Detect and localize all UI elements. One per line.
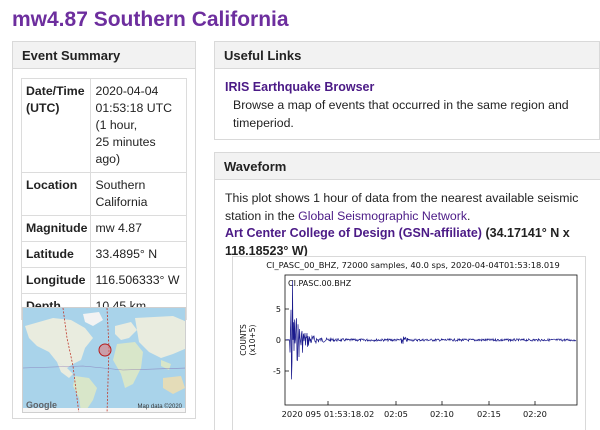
summary-value-line: mw 4.87 bbox=[95, 221, 142, 235]
summary-value-line: 25 minutes ago) bbox=[95, 135, 156, 166]
plot-header: CI_PASC_00_BHZ, 72000 samples, 40.0 sps,… bbox=[266, 260, 559, 270]
summary-row: Date/Time (UTC) 2020-04-04 01:53:18 UTC (1 … bbox=[20, 78, 187, 173]
summary-key: Location bbox=[20, 172, 92, 216]
event-location-map[interactable]: Google Map data ©2020 bbox=[22, 307, 186, 413]
y-tick-label: 5 bbox=[276, 305, 281, 314]
google-logo: Google bbox=[26, 400, 57, 410]
station-info: Art Center College of Design (GSN-affili… bbox=[225, 224, 593, 260]
waveform-heading: Waveform bbox=[215, 153, 600, 180]
summary-value-line: Southern bbox=[95, 178, 146, 192]
summary-value: mw 4.87 bbox=[90, 215, 187, 242]
summary-value-line: California bbox=[95, 195, 148, 209]
summary-value: 33.4895° N bbox=[90, 241, 187, 268]
summary-row: Magnitude mw 4.87 bbox=[20, 215, 187, 242]
waveform-text-before: This plot shows 1 hour of data from the … bbox=[225, 191, 579, 223]
useful-links-panel: Useful Links IRIS Earthquake Browser Bro… bbox=[214, 41, 600, 140]
station-coords: (34.17141° N x 118.18523° W) bbox=[225, 226, 570, 258]
summary-value: Southern California bbox=[90, 172, 187, 216]
summary-value-line: 2020-04-04 bbox=[95, 84, 159, 98]
iris-link-description: Browse a map of events that occurred in … bbox=[233, 98, 569, 130]
waveform-panel: Waveform This plot shows 1 hour of data … bbox=[214, 152, 600, 430]
page-title: mw4.87 Southern California bbox=[12, 8, 289, 31]
event-summary-panel: Event Summary Date/Time (UTC) 2020-04-04 0… bbox=[12, 41, 196, 419]
map-attribution: Map data ©2020 bbox=[137, 404, 182, 410]
summary-value: 2020-04-04 01:53:18 UTC (1 hour, 25 minutes… bbox=[90, 78, 187, 173]
summary-key: Magnitude bbox=[20, 215, 92, 242]
seismogram-plot: CI_PASC_00_BHZ, 72000 samples, 40.0 sps,… bbox=[232, 256, 586, 430]
x-tick-label: 02:20 bbox=[523, 409, 547, 419]
waveform-description: This plot shows 1 hour of data from the … bbox=[225, 189, 593, 225]
summary-key: Longitude bbox=[20, 267, 92, 294]
iris-earthquake-browser-link[interactable]: IRIS Earthquake Browser bbox=[225, 80, 375, 94]
x-tick-label: 2020 095 01:53:18.02 bbox=[282, 409, 375, 419]
summary-value-line: 33.4895° N bbox=[95, 247, 158, 261]
world-map-graphic bbox=[23, 308, 185, 412]
plot-channel-label: CI.PASC.00.BHZ bbox=[288, 279, 352, 288]
y-tick-label: -5 bbox=[273, 367, 281, 376]
x-tick-label: 02:10 bbox=[430, 409, 454, 419]
gsn-link[interactable]: Global Seismographic Network bbox=[298, 209, 467, 223]
summary-row: Latitude 33.4895° N bbox=[20, 241, 187, 268]
summary-row: Location Southern California bbox=[20, 172, 187, 216]
seismogram-trace bbox=[285, 280, 577, 380]
plot-ylabel: COUNTS(x10+5) bbox=[239, 324, 257, 356]
summary-row: Longitude 116.506333° W bbox=[20, 267, 187, 294]
summary-value-line: (1 hour, bbox=[95, 118, 138, 132]
event-summary-table: Date/Time (UTC) 2020-04-04 01:53:18 UTC (1 … bbox=[20, 78, 187, 320]
y-tick-label: 0 bbox=[276, 336, 281, 345]
seismogram-svg: CI_PASC_00_BHZ, 72000 samples, 40.0 sps,… bbox=[239, 260, 578, 419]
x-tick-label: 02:05 bbox=[384, 409, 408, 419]
event-marker bbox=[98, 343, 112, 357]
x-tick-label: 02:15 bbox=[477, 409, 501, 419]
summary-value-line: 116.506333° W bbox=[95, 273, 180, 287]
summary-key: Date/Time (UTC) bbox=[20, 78, 92, 173]
event-summary-heading: Event Summary bbox=[13, 42, 195, 69]
summary-value: 116.506333° W bbox=[90, 267, 187, 294]
waveform-text-after: . bbox=[466, 209, 471, 223]
station-link[interactable]: Art Center College of Design (GSN-affili… bbox=[225, 226, 482, 240]
summary-value-line: 01:53:18 UTC bbox=[95, 101, 173, 115]
useful-links-heading: Useful Links bbox=[215, 42, 599, 69]
summary-key: Latitude bbox=[20, 241, 92, 268]
